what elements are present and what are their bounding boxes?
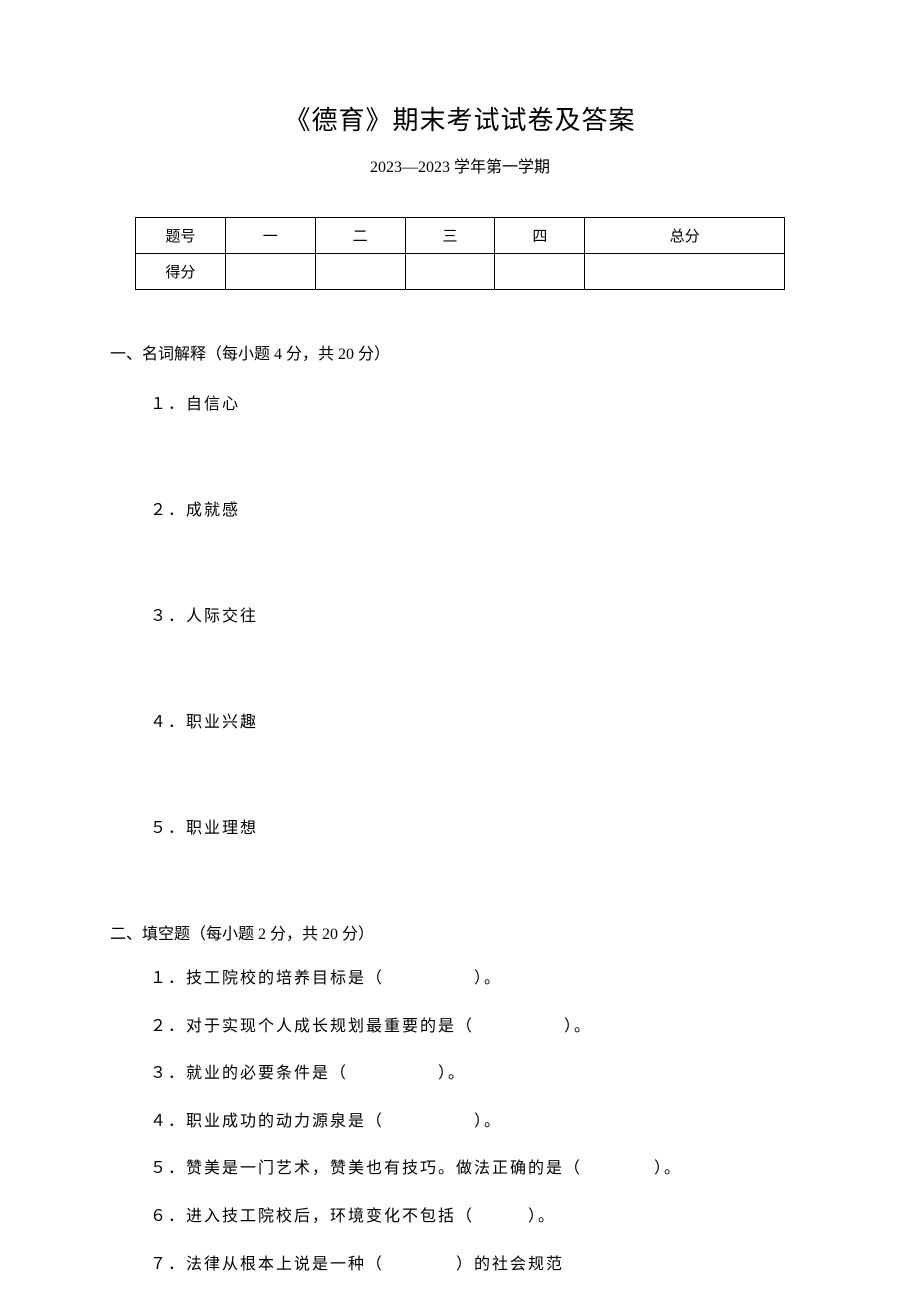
page-subtitle: 2023—2023 学年第一学期	[120, 153, 800, 177]
fill-text: １．技工院校的培养目标是（ ）。	[150, 970, 502, 987]
score-table: 题号 一 二 三 四 总分 得分	[135, 217, 785, 290]
fill-item-6: ６．进入技工院校后，环境变化不包括（ ）。	[150, 1204, 800, 1230]
page-title: 《德育》期末考试试卷及答案	[120, 100, 800, 137]
fill-text: ４．职业成功的动力源泉是（ ）。	[150, 1113, 502, 1130]
fill-item-2: ２．对于实现个人成长规划最重要的是（ ）。	[150, 1014, 800, 1040]
score-cell-1	[225, 254, 315, 290]
header-cell-2: 二	[315, 218, 405, 254]
term-item-5: ５．职业理想	[150, 814, 800, 838]
fill-text: ６．进入技工院校后，环境变化不包括（ ）。	[150, 1208, 556, 1225]
term-item-1: １．自信心	[150, 390, 800, 414]
header-cell-total: 总分	[585, 218, 785, 254]
header-cell-label: 题号	[136, 218, 226, 254]
section1-heading: 一、名词解释（每小题 4 分，共 20 分）	[110, 340, 800, 364]
fill-text: ７．法律从根本上说是一种（ ）的社会规范	[150, 1256, 564, 1273]
fill-text: ２．对于实现个人成长规划最重要的是（ ）。	[150, 1018, 592, 1035]
fill-text: ５．赞美是一门艺术，赞美也有技巧。做法正确的是（ ）。	[150, 1160, 682, 1177]
score-cell-total	[585, 254, 785, 290]
fill-item-4: ４．职业成功的动力源泉是（ ）。	[150, 1109, 800, 1135]
score-cell-label: 得分	[136, 254, 226, 290]
fill-text: ３．就业的必要条件是（ ）。	[150, 1065, 466, 1082]
fill-item-3: ３．就业的必要条件是（ ）。	[150, 1061, 800, 1087]
term-item-2: ２．成就感	[150, 496, 800, 520]
score-cell-2	[315, 254, 405, 290]
term-text: １．自信心	[150, 396, 240, 413]
section2-heading: 二、填空题（每小题 2 分，共 20 分）	[110, 920, 800, 944]
header-cell-4: 四	[495, 218, 585, 254]
term-text: ３．人际交往	[150, 608, 258, 625]
fill-item-1: １．技工院校的培养目标是（ ）。	[150, 966, 800, 992]
term-text: ２．成就感	[150, 502, 240, 519]
term-item-3: ３．人际交往	[150, 602, 800, 626]
score-cell-3	[405, 254, 495, 290]
table-row: 得分	[136, 254, 785, 290]
table-row: 题号 一 二 三 四 总分	[136, 218, 785, 254]
score-cell-4	[495, 254, 585, 290]
term-text: ４．职业兴趣	[150, 714, 258, 731]
header-cell-1: 一	[225, 218, 315, 254]
fill-item-7: ７．法律从根本上说是一种（ ）的社会规范	[150, 1252, 800, 1278]
header-cell-3: 三	[405, 218, 495, 254]
fill-item-5: ５．赞美是一门艺术，赞美也有技巧。做法正确的是（ ）。	[150, 1156, 800, 1182]
term-item-4: ４．职业兴趣	[150, 708, 800, 732]
term-text: ５．职业理想	[150, 820, 258, 837]
